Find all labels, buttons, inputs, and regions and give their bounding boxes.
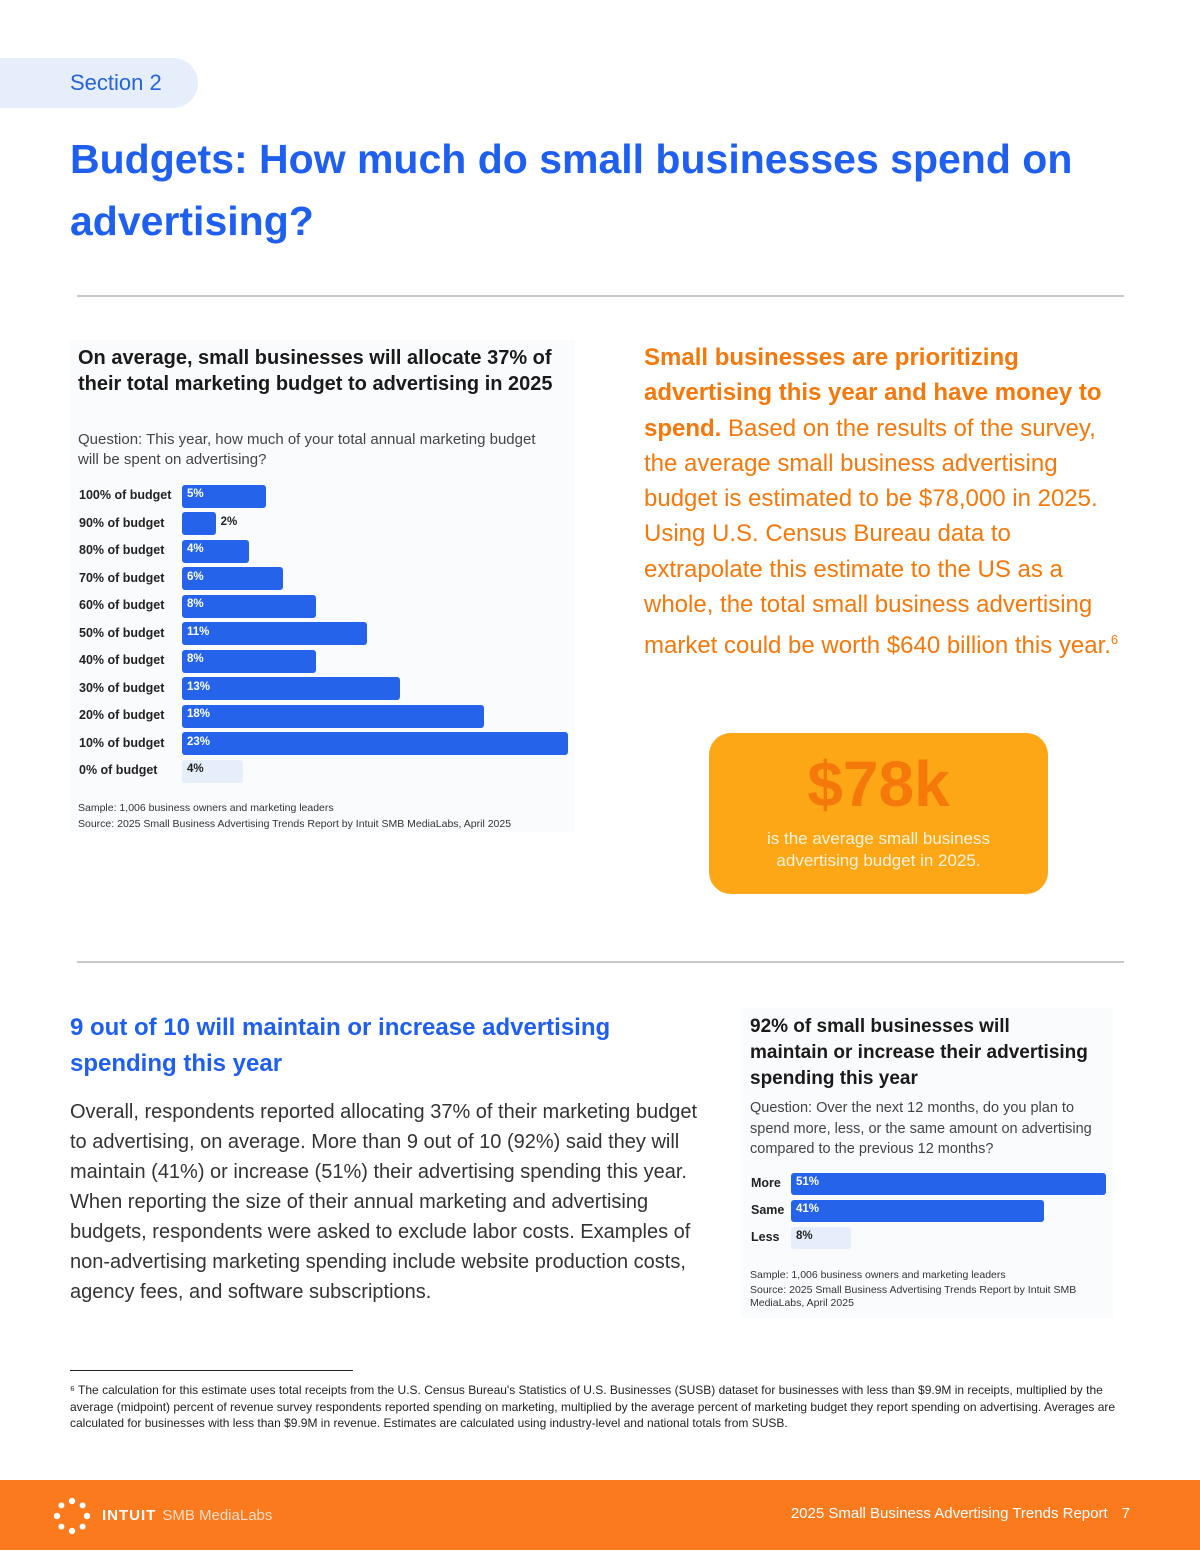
bar-category-label: Less <box>751 1230 780 1244</box>
bar-value-label: 4% <box>187 763 204 775</box>
chart-question: Question: This year, how much of your to… <box>78 431 536 468</box>
bar-value-label: 51% <box>796 1176 820 1188</box>
chart-question: Question: Over the next 12 months, do yo… <box>750 1100 1092 1157</box>
bar-category-label: 90% of budget <box>79 515 165 530</box>
callout-text: Small businesses are prioritizing advert… <box>644 340 1124 664</box>
bar-category-label: 60% of budget <box>79 598 165 612</box>
bar <box>182 594 317 618</box>
bar <box>182 677 401 700</box>
footer-bar <box>0 1480 1200 1550</box>
bar <box>182 759 243 783</box>
divider <box>77 295 1124 297</box>
callout-body: Based on the results of the survey, the … <box>644 414 1111 660</box>
bar-category-label: 0% of budget <box>79 763 158 777</box>
bar-category-label: Same <box>751 1203 785 1217</box>
bar <box>182 649 317 673</box>
bar-category-label: 100% of budget <box>79 488 172 502</box>
callout-lead: Small businesses are prioritizing advert… <box>644 344 1102 442</box>
footnote-ref: 6 <box>1110 632 1119 648</box>
bar-value-label: 8% <box>796 1230 813 1242</box>
bar-value-label: 13% <box>187 680 211 693</box>
divider <box>77 961 1124 963</box>
bar-value-label: 6% <box>187 570 204 583</box>
bar <box>182 484 266 508</box>
bar <box>791 1173 1106 1195</box>
bar <box>182 567 283 590</box>
chart-title: 92% of small businesses will maintain or… <box>750 1016 1088 1089</box>
footer-brand: INTUIT SMB MediaLabs <box>102 1507 272 1524</box>
bar-category-label: More <box>751 1176 781 1190</box>
chart-source-note: Source: 2025 Small Business Advertising … <box>750 1284 1077 1309</box>
brand-sub: SMB MediaLabs <box>162 1507 273 1524</box>
bar-value-label: 23% <box>187 735 211 748</box>
bar <box>791 1227 851 1249</box>
page-number: 7 <box>1121 1505 1130 1522</box>
bar-category-label: 50% of budget <box>79 625 165 640</box>
bar-category-label: 30% of budget <box>79 680 165 695</box>
bar-value-label: 4% <box>187 543 204 555</box>
bar-value-label: 8% <box>187 653 204 665</box>
footnote: ⁶ The calculation for this estimate uses… <box>70 1383 1116 1430</box>
section-label: Section 2 <box>0 58 198 108</box>
chart-sample-note: Sample: 1,006 business owners and market… <box>78 802 334 814</box>
page-title: Budgets: How much do small businesses sp… <box>70 136 1073 244</box>
section-heading: 9 out of 10 will maintain or increase ad… <box>70 1014 611 1077</box>
chart-source-note: Source: 2025 Small Business Advertising … <box>78 818 512 830</box>
bar <box>182 539 250 563</box>
bar-value-label: 41% <box>796 1203 820 1215</box>
bar-value-label: 2% <box>220 515 238 528</box>
bar <box>182 512 216 535</box>
stat-value: $78k <box>807 748 950 820</box>
chart-title: On average, small businesses will alloca… <box>78 347 553 395</box>
bar <box>182 622 367 645</box>
footer-report: 2025 Small Business Advertising Trends R… <box>791 1505 1130 1522</box>
chart-card-spending-plans <box>741 1008 1113 1318</box>
bar-category-label: 40% of budget <box>79 653 165 667</box>
report-name: 2025 Small Business Advertising Trends R… <box>790 1505 1108 1522</box>
stat-description: is the average small business advertisin… <box>766 829 990 870</box>
bar <box>182 732 568 755</box>
bar-value-label: 8% <box>187 598 204 610</box>
bar-category-label: 20% of budget <box>79 708 165 722</box>
section-body: Overall, respondents reported allocating… <box>70 1101 698 1303</box>
chart-card-budget-allocation <box>70 340 575 832</box>
intuit-logo-icon <box>53 1497 91 1535</box>
chart-sample-note: Sample: 1,006 business owners and market… <box>750 1269 1006 1281</box>
bar-value-label: 5% <box>187 488 204 500</box>
brand-name: INTUIT <box>102 1507 157 1524</box>
bar <box>182 704 485 728</box>
bar-category-label: 80% of budget <box>79 543 165 557</box>
bar-value-label: 18% <box>187 708 211 720</box>
bar-category-label: 10% of budget <box>79 735 165 750</box>
stat-card: $78k is the average small business adver… <box>709 733 1048 894</box>
bar <box>791 1200 1045 1222</box>
bar-category-label: 70% of budget <box>79 570 165 585</box>
footnote-rule <box>70 1370 353 1371</box>
bar-value-label: 11% <box>187 625 210 638</box>
